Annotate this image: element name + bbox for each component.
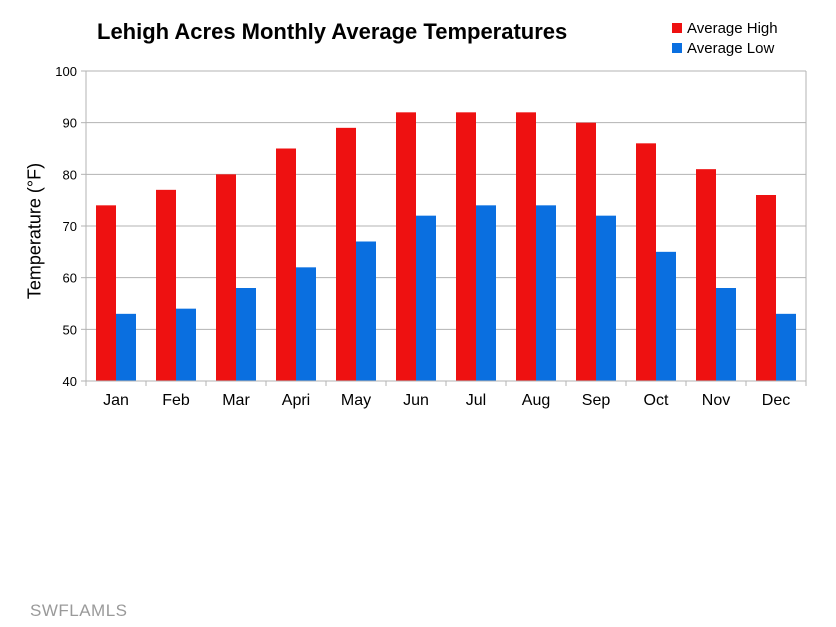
bar-high-oct — [636, 143, 656, 381]
bar-high-nov — [696, 169, 716, 381]
bar-low-mar — [236, 288, 256, 381]
bar-low-jan — [116, 313, 136, 381]
x-tick-label: Jun — [403, 392, 429, 409]
legend-swatch-low — [672, 43, 682, 53]
x-tick-label: Nov — [702, 392, 730, 409]
y-tick-label: 70 — [63, 219, 77, 234]
y-axis-label: Temperature (°F) — [24, 162, 45, 300]
legend-item-high: Average High — [672, 18, 778, 38]
legend-label-low: Average Low — [687, 39, 775, 57]
bar-low-jun — [416, 215, 436, 381]
y-tick-label: 40 — [63, 374, 77, 389]
legend-swatch-high — [672, 23, 682, 33]
bar-high-mar — [216, 174, 236, 381]
bar-low-sep — [596, 215, 616, 381]
bar-low-apri — [296, 267, 316, 381]
bar-high-jan — [96, 205, 116, 381]
x-tick-label: Oct — [644, 392, 669, 409]
x-tick-label: Sep — [582, 392, 611, 409]
x-tick-label: Aug — [522, 392, 550, 409]
y-tick-label: 90 — [63, 116, 77, 131]
x-tick-label: Jan — [103, 392, 129, 409]
bar-high-aug — [516, 112, 536, 381]
bar-high-apri — [276, 148, 296, 381]
bar-high-feb — [156, 189, 176, 381]
bar-high-sep — [576, 122, 596, 382]
bar-low-aug — [536, 205, 556, 381]
bar-high-jun — [396, 112, 416, 381]
y-tick-label: 50 — [63, 322, 77, 337]
watermark: SWFLAMLS — [30, 601, 128, 620]
y-tick-label: 80 — [63, 167, 77, 182]
x-tick-label: Dec — [762, 392, 790, 409]
y-tick-label: 60 — [63, 271, 77, 286]
bar-low-may — [356, 241, 376, 381]
chart-title: Lehigh Acres Monthly Average Temperature… — [97, 19, 568, 44]
legend-item-low: Average Low — [672, 38, 778, 58]
x-tick-label: Feb — [162, 392, 190, 409]
x-tick-label: May — [341, 392, 371, 409]
bar-low-jul — [476, 205, 496, 381]
bar-high-may — [336, 127, 356, 381]
legend: Average High Average Low — [672, 18, 778, 58]
bar-high-jul — [456, 112, 476, 381]
bar-low-nov — [716, 288, 736, 381]
x-tick-label: Apri — [282, 392, 310, 409]
bar-high-dec — [756, 195, 776, 381]
legend-label-high: Average High — [687, 19, 778, 37]
bar-low-feb — [176, 308, 196, 381]
x-tick-label: Mar — [222, 392, 250, 409]
x-tick-label: Jul — [466, 392, 486, 409]
bar-low-dec — [776, 313, 796, 381]
y-tick-label: 100 — [55, 64, 77, 79]
bar-low-oct — [656, 251, 676, 381]
